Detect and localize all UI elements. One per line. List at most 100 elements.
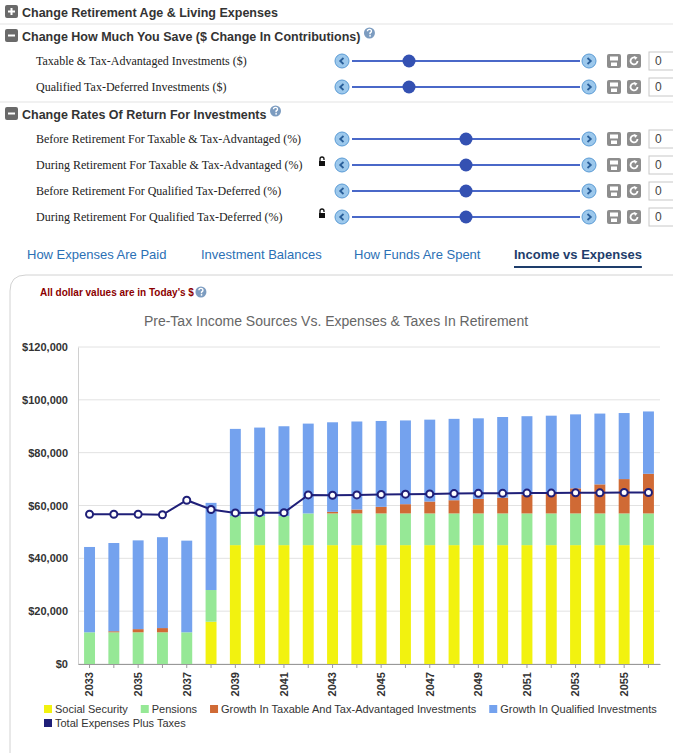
save-button[interactable] (607, 80, 621, 94)
slider-increase[interactable] (582, 54, 596, 68)
slider-decrease[interactable] (335, 184, 349, 198)
tick-mark (526, 664, 527, 668)
bar (133, 632, 144, 664)
value-text[interactable]: 0 (655, 210, 662, 224)
bar (497, 545, 508, 664)
value-text[interactable]: 0 (655, 132, 662, 146)
tick-mark (381, 664, 382, 668)
slider-increase[interactable] (582, 80, 596, 94)
bar-series (84, 411, 654, 632)
slider-decrease[interactable] (335, 132, 349, 146)
slider-track[interactable] (352, 86, 580, 88)
legend-label[interactable]: Pensions (152, 703, 198, 715)
bar (254, 428, 265, 516)
panel: Change Rates Of Return For InvestmentsBe… (0, 102, 673, 226)
bar (108, 543, 119, 631)
lock-icon[interactable] (319, 157, 325, 166)
value-text[interactable]: 0 (655, 54, 662, 68)
bar (594, 513, 605, 545)
reset-button[interactable] (627, 80, 641, 94)
value-box[interactable] (649, 156, 673, 174)
help-icon[interactable] (364, 28, 375, 39)
tab[interactable]: Income vs Expenses (514, 247, 642, 262)
slider-row: During Retirement For Qualified Tax-Defe… (36, 208, 673, 226)
expand-button[interactable] (5, 5, 18, 18)
value-box[interactable] (649, 52, 673, 70)
bar (278, 516, 289, 545)
bar (449, 419, 460, 500)
legend-label[interactable]: Social Security (55, 703, 128, 715)
legend-item[interactable]: Growth In Qualified Investments (489, 703, 657, 715)
slider-knob[interactable] (460, 159, 473, 172)
y-tick-label: $60,000 (28, 500, 68, 512)
tick-mark (356, 664, 357, 668)
reset-button[interactable] (627, 210, 641, 224)
reset-button[interactable] (627, 158, 641, 172)
legend-item[interactable]: Growth In Taxable And Tax-Advantaged Inv… (210, 703, 477, 715)
save-button[interactable] (607, 210, 621, 224)
legend: Social Security Pensions Growth In Taxable… (44, 703, 657, 729)
x-tick: 2049 (472, 664, 484, 696)
legend-label[interactable]: Growth In Qualified Investments (500, 703, 657, 715)
help-icon[interactable] (195, 287, 206, 298)
slider-increase[interactable] (582, 184, 596, 198)
reset-button[interactable] (627, 132, 641, 146)
tab[interactable]: How Funds Are Spent (354, 247, 481, 262)
x-tick-label: 2045 (375, 672, 387, 696)
panel-header[interactable]: Change Rates Of Return For Investments (22, 108, 267, 122)
save-button[interactable] (607, 54, 621, 68)
panel-header[interactable]: Change Retirement Age & Living Expenses (22, 6, 278, 20)
tabs: How Expenses Are Paid Investment Balances… (27, 247, 642, 267)
slider-knob[interactable] (403, 55, 416, 68)
x-tick: 2047 (424, 664, 436, 696)
slider-increase[interactable] (582, 158, 596, 172)
slider-knob[interactable] (460, 211, 473, 224)
bar (400, 504, 411, 513)
bar (570, 545, 581, 664)
value-text[interactable]: 0 (655, 184, 662, 198)
slider-knob[interactable] (403, 81, 416, 94)
save-button[interactable] (607, 132, 621, 146)
slider-increase[interactable] (582, 210, 596, 224)
tick-mark (575, 664, 576, 668)
slider-decrease[interactable] (335, 54, 349, 68)
value-text[interactable]: 0 (655, 158, 662, 172)
tick-mark (235, 664, 236, 668)
legend-label[interactable]: Total Expenses Plus Taxes (55, 717, 186, 729)
value-box[interactable] (649, 208, 673, 226)
value-box[interactable] (649, 78, 673, 96)
reset-button[interactable] (627, 54, 641, 68)
slider-knob[interactable] (460, 185, 473, 198)
tick-mark (405, 664, 406, 668)
legend-item[interactable]: Pensions (141, 703, 198, 715)
save-button[interactable] (607, 184, 621, 198)
legend-item[interactable]: Social Security (44, 703, 128, 715)
lock-icon[interactable] (319, 209, 325, 218)
collapse-button[interactable] (5, 107, 18, 120)
panel-header[interactable]: Change How Much You Save ($ Change In Co… (22, 30, 360, 44)
tab[interactable]: Investment Balances (201, 247, 322, 262)
reset-button[interactable] (627, 184, 641, 198)
bar (230, 545, 241, 664)
slider-decrease[interactable] (335, 158, 349, 172)
value-text[interactable]: 0 (655, 80, 662, 94)
bar (521, 495, 532, 513)
value-box[interactable] (649, 182, 673, 200)
slider-decrease[interactable] (335, 210, 349, 224)
collapse-button[interactable] (5, 29, 18, 42)
tick-mark (186, 664, 187, 668)
value-box[interactable] (649, 130, 673, 148)
slider-track[interactable] (352, 60, 580, 62)
legend-label[interactable]: Growth In Taxable And Tax-Advantaged Inv… (221, 703, 477, 715)
tab[interactable]: How Expenses Are Paid (27, 247, 166, 262)
bar (376, 513, 387, 545)
help-icon[interactable] (270, 106, 281, 117)
bar (376, 545, 387, 664)
legend-item[interactable]: Total Expenses Plus Taxes (44, 717, 186, 729)
marker (256, 509, 263, 516)
save-button[interactable] (607, 158, 621, 172)
slider-increase[interactable] (582, 132, 596, 146)
slider-knob[interactable] (460, 133, 473, 146)
bar (521, 545, 532, 664)
slider-decrease[interactable] (335, 80, 349, 94)
